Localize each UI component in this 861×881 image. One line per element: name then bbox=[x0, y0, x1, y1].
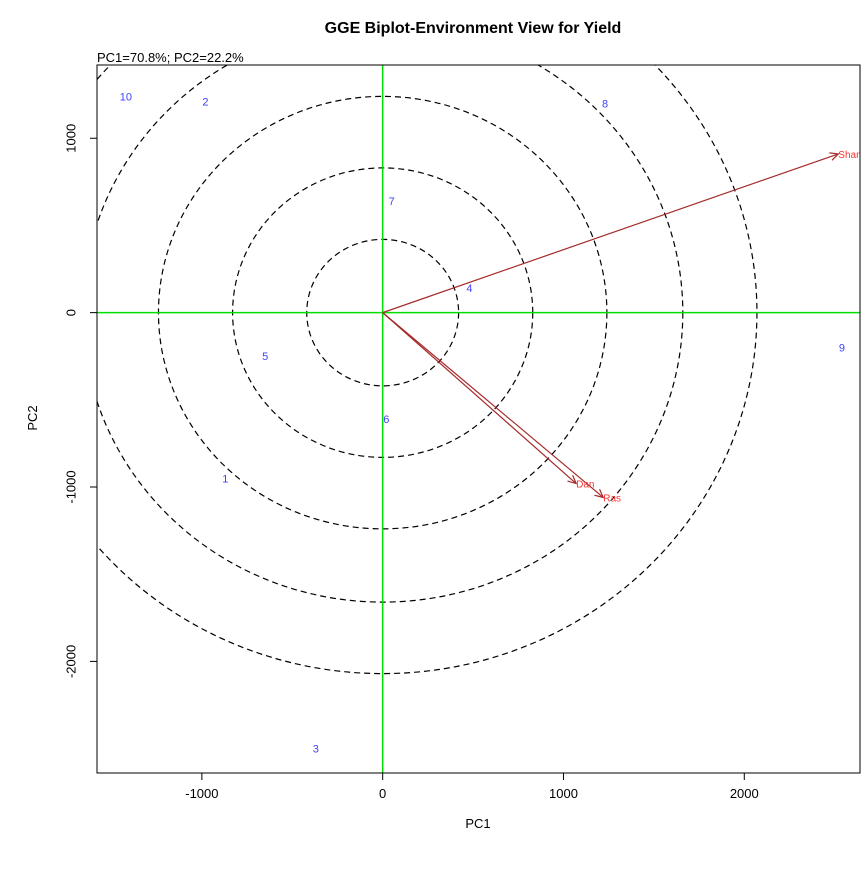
environment-label-shan: Shan bbox=[838, 150, 861, 161]
vector-arrowhead-ras bbox=[594, 489, 605, 499]
y-tick-label--1000: -1000 bbox=[64, 470, 79, 503]
genotype-label-4: 4 bbox=[466, 283, 472, 295]
vector-arrowhead-dan bbox=[567, 474, 578, 485]
y-tick-label--2000: -2000 bbox=[64, 645, 79, 678]
genotype-label-9: 9 bbox=[839, 343, 845, 355]
vector-arrowhead-shan bbox=[829, 152, 840, 161]
vector-ras bbox=[382, 312, 604, 498]
x-axis-label: PC1 bbox=[465, 816, 490, 831]
chart-subtitle: PC1=70.8%; PC2=22.2% bbox=[97, 50, 244, 65]
y-axis-label: PC2 bbox=[25, 405, 40, 430]
genotype-label-1: 1 bbox=[222, 473, 228, 485]
y-tick-label-0: 0 bbox=[64, 309, 79, 316]
origin-axis-lines bbox=[97, 65, 860, 773]
vector-dan bbox=[382, 312, 577, 484]
plot-frame bbox=[96, 64, 861, 774]
genotype-label-5: 5 bbox=[262, 351, 268, 363]
chart-title: GGE Biplot-Environment View for Yield bbox=[325, 20, 622, 37]
vector-shan bbox=[382, 153, 839, 314]
genotype-label-7: 7 bbox=[389, 196, 395, 208]
x-tick-label-0: 0 bbox=[379, 786, 386, 801]
y-axis: -2000 -1000 0 1000 bbox=[64, 124, 97, 678]
genotype-label-10: 10 bbox=[120, 91, 132, 103]
x-tick-label--1000: -1000 bbox=[185, 786, 218, 801]
environment-label-dan: Dan bbox=[576, 480, 594, 491]
genotype-label-8: 8 bbox=[602, 98, 608, 110]
genotype-label-3: 3 bbox=[313, 744, 319, 756]
x-tick-label-2000: 2000 bbox=[730, 786, 759, 801]
environment-label-ras: Ras bbox=[603, 493, 621, 504]
environment-vectors bbox=[382, 152, 840, 499]
environment-labels: Shan Dan Ras bbox=[576, 150, 861, 505]
genotype-label-2: 2 bbox=[202, 97, 208, 109]
y-tick-label-1000: 1000 bbox=[64, 124, 79, 153]
genotype-label-6: 6 bbox=[383, 414, 389, 426]
x-axis: -1000 0 1000 2000 bbox=[185, 773, 759, 801]
genotype-labels: 1 2 3 4 5 6 7 8 9 10 bbox=[120, 91, 845, 755]
x-tick-label-1000: 1000 bbox=[549, 786, 578, 801]
plot-area: 1 2 3 4 5 6 7 8 9 10 Shan Dan Ras bbox=[97, 65, 861, 773]
